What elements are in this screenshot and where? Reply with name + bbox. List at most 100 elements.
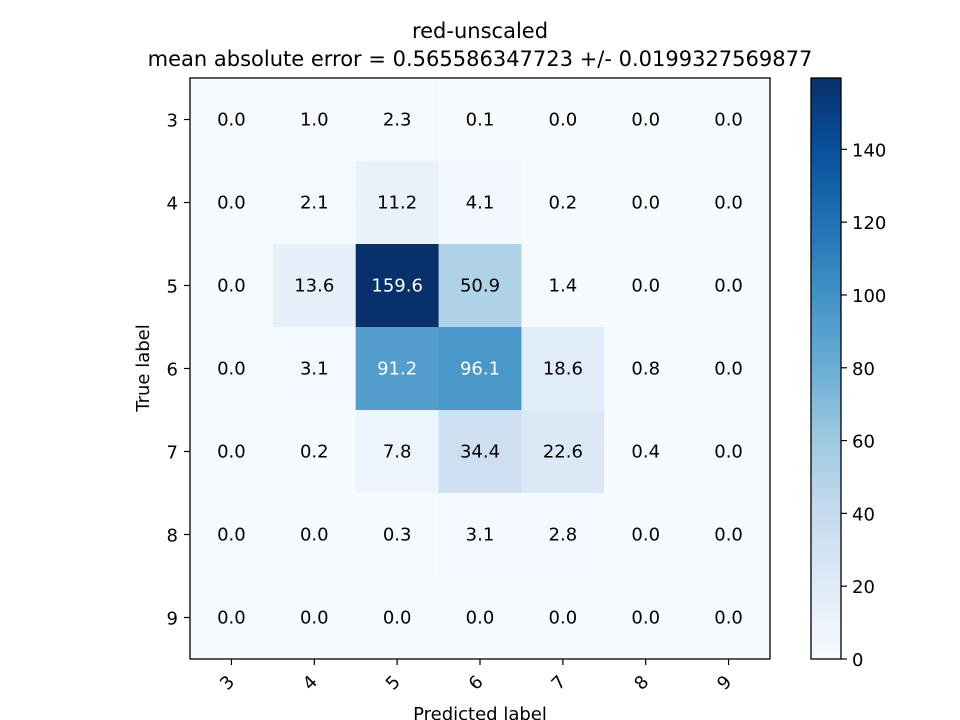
cell-value-label: 159.6 xyxy=(371,276,423,297)
cell-value-label: 0.3 xyxy=(383,525,412,546)
y-axis-ticks: 3 4 5 6 7 8 9 xyxy=(167,111,190,630)
cell-value-label: 0.0 xyxy=(714,359,743,380)
x-tick-label: 8 xyxy=(630,672,653,695)
heatmap-cell xyxy=(604,327,688,411)
colorbar-tick-label: 20 xyxy=(852,577,875,598)
heatmap-cell xyxy=(272,493,357,577)
heatmap-cell xyxy=(272,576,357,660)
heatmap-cell xyxy=(438,410,522,494)
cell-value-label: 0.0 xyxy=(631,110,660,131)
cell-value-label: 3.1 xyxy=(300,359,329,380)
cell-value-label: 1.4 xyxy=(549,276,578,297)
cell-value-label: 0.0 xyxy=(217,276,246,297)
colorbar-tick-label: 140 xyxy=(852,140,886,161)
x-axis-ticks: 3 4 5 6 7 8 9 xyxy=(216,659,736,695)
x-axis-label: Predicted label xyxy=(413,704,547,720)
heatmap-cell xyxy=(190,576,274,660)
heatmap-cell xyxy=(604,576,688,660)
heatmap-cell xyxy=(687,161,771,245)
cell-value-label: 50.9 xyxy=(460,276,500,297)
cell-value-label: 0.0 xyxy=(217,525,246,546)
cell-value-label: 0.0 xyxy=(714,525,743,546)
cell-value-label: 0.1 xyxy=(466,110,495,131)
heatmap-cell xyxy=(521,576,605,660)
heatmap-cell xyxy=(272,410,357,494)
cell-value-label: 0.0 xyxy=(300,525,329,546)
heatmap-cell xyxy=(355,493,440,577)
heatmap-cell xyxy=(355,161,440,245)
heatmap-cell xyxy=(438,78,522,162)
cell-value-label: 0.0 xyxy=(549,608,578,629)
cell-value-label: 34.4 xyxy=(460,442,500,463)
heatmap-cell xyxy=(521,78,605,162)
cell-value-label: 0.0 xyxy=(217,442,246,463)
cell-value-label: 0.4 xyxy=(631,442,660,463)
cell-value-label: 0.8 xyxy=(631,359,660,380)
chart-title: red-unscaled xyxy=(412,19,548,43)
cell-value-label: 0.0 xyxy=(714,442,743,463)
cell-value-label: 2.3 xyxy=(383,110,412,131)
colorbar-tick-label: 100 xyxy=(852,286,886,307)
heatmap-cell xyxy=(355,410,440,494)
heatmap-cells xyxy=(190,78,771,660)
y-tick-label: 4 xyxy=(167,194,178,215)
heatmap-cell xyxy=(355,244,440,328)
heatmap-cell xyxy=(687,327,771,411)
cell-value-label: 91.2 xyxy=(377,359,417,380)
cell-value-label: 0.0 xyxy=(714,110,743,131)
heatmap-cell xyxy=(355,327,440,411)
cell-value-label: 0.0 xyxy=(631,608,660,629)
cell-value-label: 0.0 xyxy=(217,608,246,629)
heatmap-cell xyxy=(687,410,771,494)
x-tick-label: 7 xyxy=(547,672,570,695)
heatmap-cell xyxy=(521,493,605,577)
heatmap-cell xyxy=(604,78,688,162)
cell-value-label: 2.8 xyxy=(549,525,578,546)
cell-value-label: 0.2 xyxy=(549,193,578,214)
colorbar-tick-label: 0 xyxy=(852,650,863,671)
heatmap-cell xyxy=(687,78,771,162)
y-tick-label: 7 xyxy=(167,443,178,464)
heatmap-cell xyxy=(521,410,605,494)
cell-value-label: 4.1 xyxy=(466,193,495,214)
cell-value-label: 0.0 xyxy=(714,193,743,214)
x-tick-label: 3 xyxy=(216,672,239,695)
heatmap-cell xyxy=(604,244,688,328)
y-tick-label: 9 xyxy=(167,609,178,630)
cell-value-label: 0.0 xyxy=(714,276,743,297)
x-tick-label: 6 xyxy=(465,672,488,695)
cell-value-label: 0.0 xyxy=(300,608,329,629)
cell-value-label: 96.1 xyxy=(460,359,500,380)
heatmap-cell xyxy=(438,493,522,577)
chart-subtitle: mean absolute error = 0.565586347723 +/-… xyxy=(148,47,813,71)
colorbar-ticks: 0 20 40 60 80 100 120 140 xyxy=(841,140,886,671)
heatmap-cell xyxy=(687,576,771,660)
colorbar-tick-label: 60 xyxy=(852,432,875,453)
heatmap-cell xyxy=(272,327,357,411)
heatmap-cell xyxy=(438,244,522,328)
heatmap-cell xyxy=(272,78,357,162)
cell-value-label: 0.0 xyxy=(631,276,660,297)
heatmap-cell xyxy=(521,244,605,328)
heatmap-cell xyxy=(687,493,771,577)
cell-value-label: 0.2 xyxy=(300,442,329,463)
y-axis-label: True label xyxy=(133,324,154,413)
heatmap-cell xyxy=(355,78,440,162)
heatmap-cell xyxy=(272,244,357,328)
cell-value-label: 18.6 xyxy=(543,359,583,380)
heatmap-cell-labels: 0.0 1.0 2.3 0.1 0.0 0.0 0.0 0.0 2.1 11.2 4.1 0.2 0.0… xyxy=(217,110,743,629)
y-tick-label: 8 xyxy=(167,526,178,547)
heatmap-cell xyxy=(190,244,274,328)
heatmap-cell xyxy=(438,576,522,660)
cell-value-label: 0.0 xyxy=(466,608,495,629)
heatmap-cell xyxy=(272,161,357,245)
y-tick-label: 6 xyxy=(167,360,178,381)
cell-value-label: 0.0 xyxy=(217,193,246,214)
heatmap-cell xyxy=(438,161,522,245)
heatmap-cell xyxy=(604,161,688,245)
cell-value-label: 11.2 xyxy=(377,193,417,214)
heatmap-cell xyxy=(687,244,771,328)
heatmap-cell xyxy=(190,161,274,245)
colorbar-tick-label: 40 xyxy=(852,504,875,525)
